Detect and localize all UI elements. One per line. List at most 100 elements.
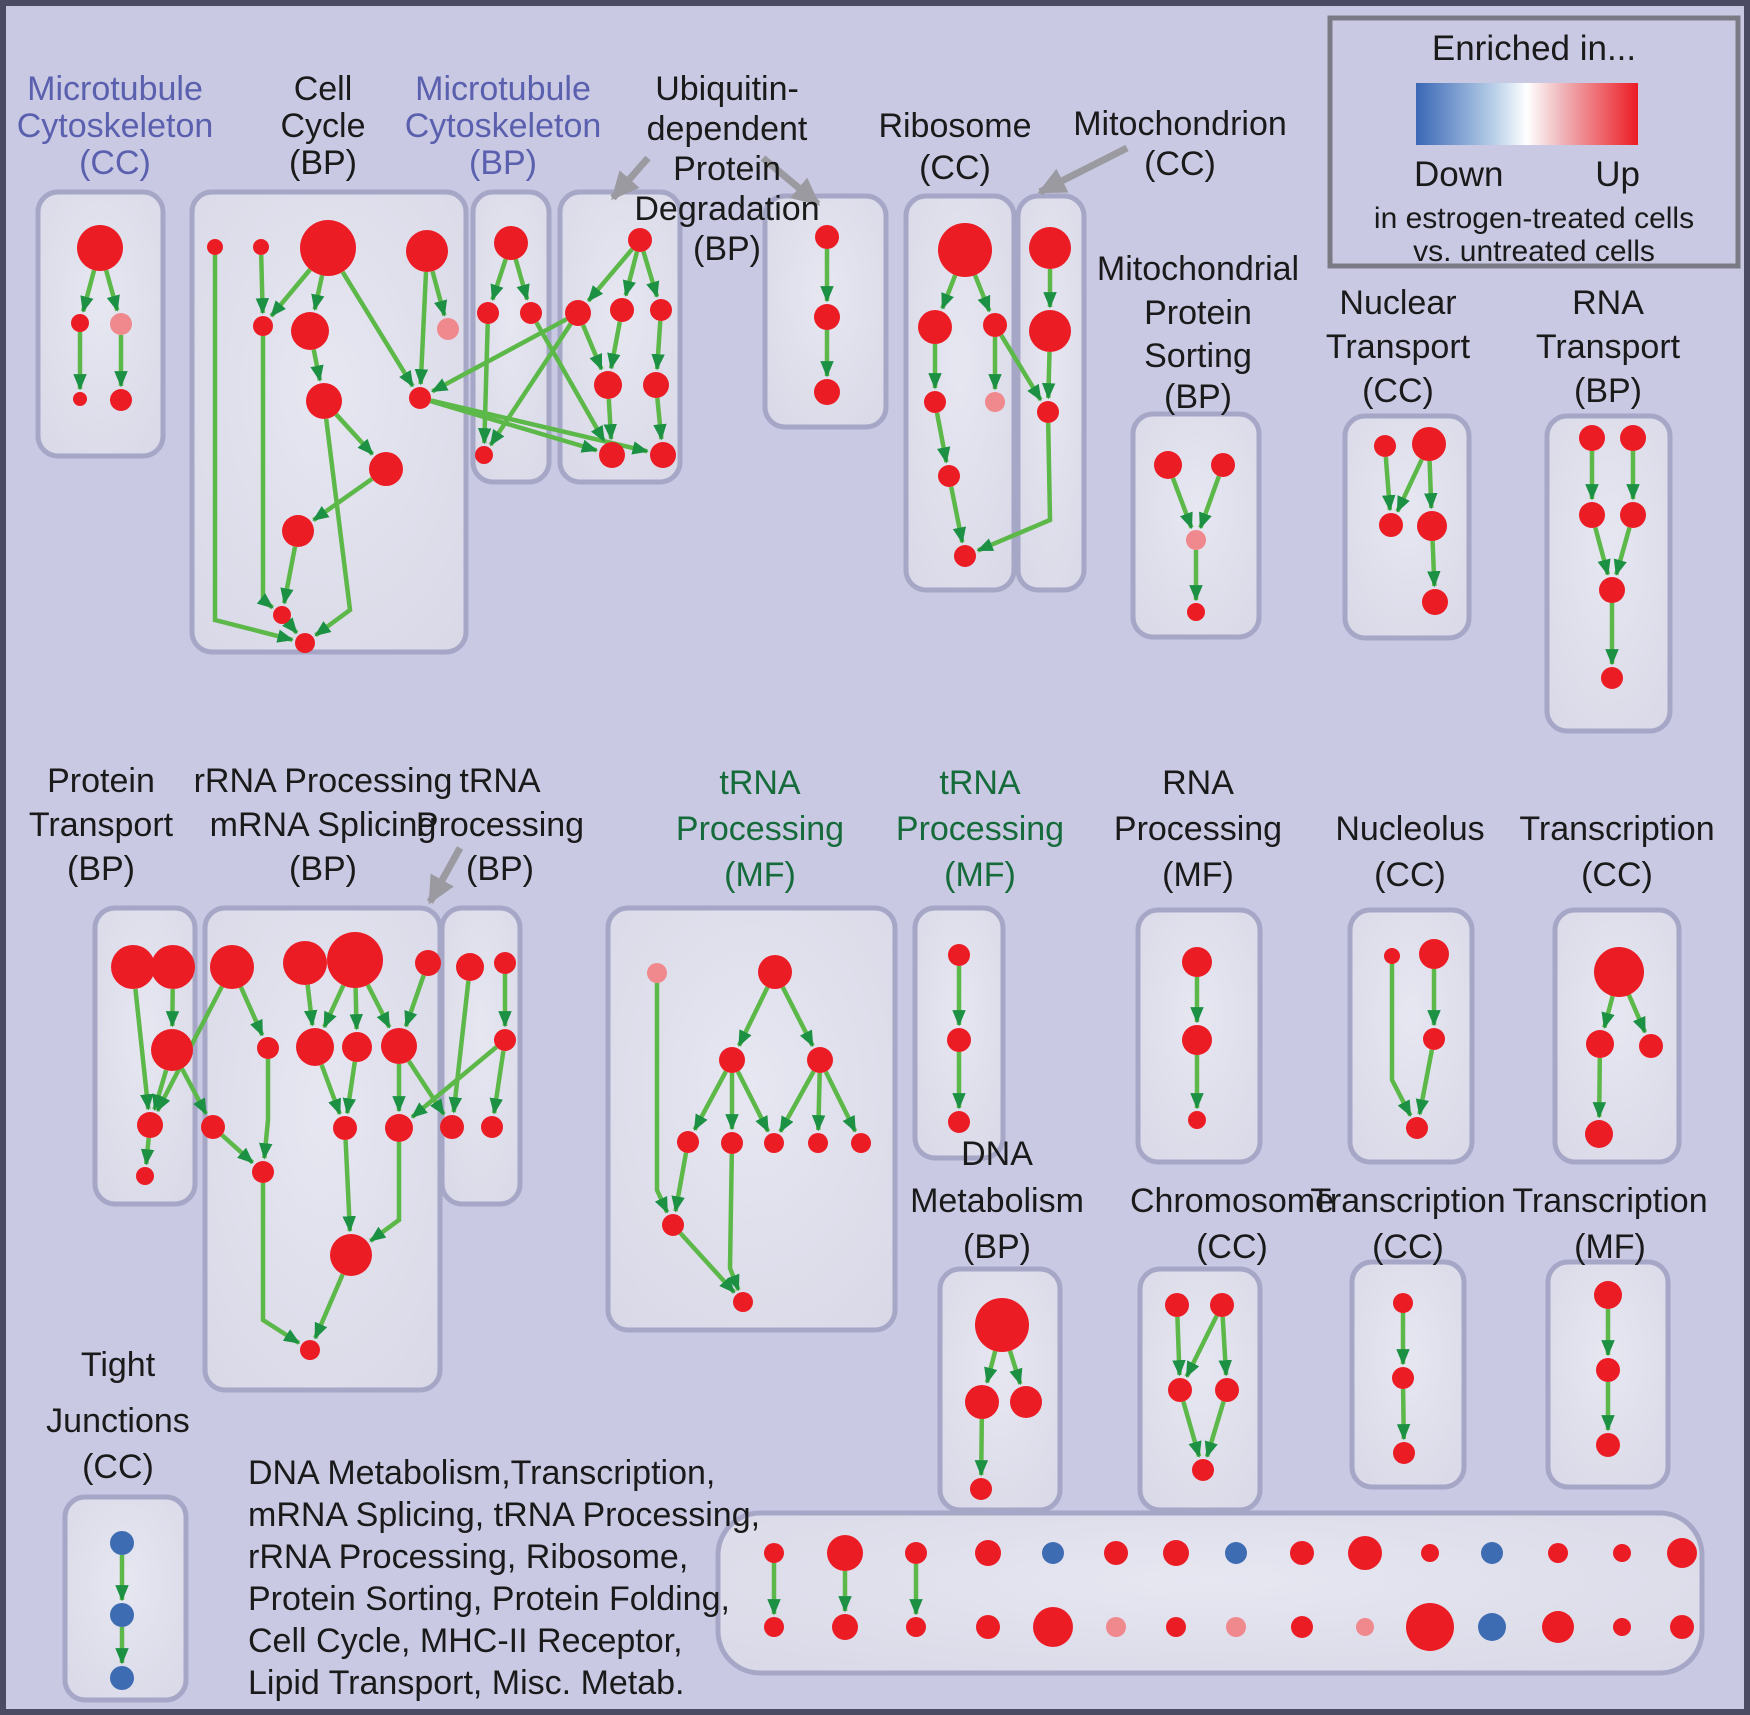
cluster-label-rna-transport-bp-line-2: (BP) xyxy=(1574,372,1642,410)
edge-cell-cycle-bp-n3-n6 xyxy=(311,274,325,311)
cluster-box-nucleolus-cc xyxy=(1347,907,1475,1165)
edge-microtubule-cytoskeleton-cc-a1-a3 xyxy=(103,269,120,312)
go-term-node-cell-cycle-bp-n5 xyxy=(253,316,273,336)
cluster-label-protein-transport-bp-line-2: (BP) xyxy=(67,850,135,888)
go-term-node-microtubule-cytoskeleton-bp-m1 xyxy=(494,226,528,260)
go-term-node-rrna-processing-mrna-splicing-bp-q12 xyxy=(252,1161,274,1183)
go-term-node-ubiquitin-degradation-bp-left-u2 xyxy=(610,298,634,322)
cluster-box-transcription-cc-mid xyxy=(1552,907,1682,1165)
go-term-node-nucleolus-cc-h4 xyxy=(1406,1117,1428,1139)
go-term-node-microtubule-cytoskeleton-cc-a3 xyxy=(110,313,132,335)
go-term-node-mitochondrial-protein-sorting-bp-s4 xyxy=(1187,603,1205,621)
go-term-node-misc-bottom-13 xyxy=(1613,1618,1631,1636)
edge-cell-cycle-bp-n8-n10 xyxy=(334,412,375,456)
edge-ribosome-cc-r1-r2 xyxy=(940,274,958,310)
go-term-node-misc-bottom-11 xyxy=(1478,1613,1506,1641)
go-term-node-transcription-cc-mid-j3 xyxy=(1639,1034,1663,1058)
legend-gradient-bar xyxy=(1416,83,1638,145)
edge-mitochondrion-cc-mt2-mt3 xyxy=(1041,351,1056,400)
cluster-label-rna-processing-mf-line-0: RNA xyxy=(1162,764,1234,802)
go-term-node-ribosome-cc-r3 xyxy=(983,313,1007,337)
misc-terms-text-line-4: Cell Cycle, MHC-II Receptor, xyxy=(248,1622,683,1660)
go-term-node-rna-transport-bp-v1 xyxy=(1579,425,1605,451)
edge-rrna-processing-mrna-splicing-bp-q3-q6 xyxy=(322,984,346,1029)
cluster-label-protein-transport-bp-line-1: Transport xyxy=(29,806,174,844)
cross-edge-7 xyxy=(407,1059,446,1116)
go-term-node-protein-transport-bp-p1 xyxy=(111,945,155,989)
edge-cell-cycle-bp-n6-n8 xyxy=(310,349,324,382)
edge-nucleolus-cc-h3-h4 xyxy=(1415,1049,1435,1116)
go-term-node-ribosome-cc-r5 xyxy=(985,392,1005,412)
label-pointer-arrow-0 xyxy=(610,155,651,201)
cluster-label-chromosome-cc-line-0: Chromosome xyxy=(1130,1182,1334,1220)
edge-dna-metabolism-bp-d1-d3 xyxy=(1007,1350,1023,1386)
label-pointer-arrow-1 xyxy=(760,155,821,207)
edge-microtubule-cytoskeleton-cc-a1-a2 xyxy=(80,269,97,313)
go-term-node-cell-cycle-bp-n12 xyxy=(273,606,291,624)
cross-edge-0 xyxy=(431,317,568,394)
go-term-node-trna-processing-mf-large-g4 xyxy=(807,1047,833,1073)
go-term-node-cell-cycle-bp-n1 xyxy=(207,239,223,255)
go-term-node-protein-transport-bp-p2 xyxy=(151,945,195,989)
go-term-node-trna-processing-mf-large-g8 xyxy=(808,1133,828,1153)
go-term-node-trna-processing-mf-large-g9 xyxy=(851,1133,871,1153)
cluster-label-cell-cycle-bp-line-1: Cycle xyxy=(280,107,365,145)
go-term-node-protein-transport-bp-p5 xyxy=(136,1167,154,1185)
go-term-node-trna-processing-mf-small-x1 xyxy=(948,944,970,966)
edge-ubiquitin-degradation-bp-left-u3-u5 xyxy=(651,320,665,371)
label-pointer-arrow-3 xyxy=(1037,144,1129,196)
go-term-node-transcription-cc-bottom-z1 xyxy=(1393,1293,1413,1313)
cluster-label-transcription-cc-mid-line-0: Transcription xyxy=(1519,810,1714,848)
go-term-node-ubiquitin-degradation-bp-right-b2 xyxy=(814,304,840,330)
edge-protein-transport-bp-p1-p4 xyxy=(133,988,154,1111)
cluster-label-microtubule-cytoskeleton-bp-line-0: Microtubule xyxy=(415,70,591,108)
cross-edge-4 xyxy=(488,322,573,447)
edge-cell-cycle-bp-n4-n7 xyxy=(430,270,448,317)
edge-nuclear-transport-cc-t4-t5 xyxy=(1427,540,1441,588)
cluster-label-trna-processing-mf-small-line-1: Processing xyxy=(896,810,1064,848)
go-term-node-ribosome-cc-r1 xyxy=(938,223,992,277)
cross-edge-8 xyxy=(410,1045,498,1119)
go-term-node-rna-transport-bp-v2 xyxy=(1620,425,1646,451)
edge-cell-cycle-bp-n2-n5 xyxy=(255,254,270,315)
go-term-node-transcription-cc-bottom-z2 xyxy=(1392,1367,1414,1389)
go-term-node-ubiquitin-degradation-bp-left-u1 xyxy=(565,300,591,326)
edge-rrna-processing-mrna-splicing-bp-q5-q12 xyxy=(259,1059,273,1160)
edge-cell-cycle-bp-n10-n11 xyxy=(312,476,374,522)
go-term-node-trna-processing-mf-large-g3 xyxy=(719,1047,745,1073)
go-term-node-rrna-processing-mrna-splicing-bp-q15 xyxy=(201,1115,225,1139)
cluster-label-cell-cycle-bp-line-0: Cell xyxy=(294,70,353,108)
edge-dna-metabolism-bp-d2-d4 xyxy=(974,1418,989,1477)
edge-cell-cycle-bp-n3-n9 xyxy=(340,270,415,388)
cluster-label-microtubule-cytoskeleton-cc-line-2: (CC) xyxy=(79,144,151,182)
edge-ubiquitin-degradation-bp-left-u0-u1 xyxy=(586,247,634,303)
cluster-label-nuclear-transport-cc-line-1: Transport xyxy=(1326,328,1471,366)
go-term-node-chromosome-cc-k4 xyxy=(1215,1378,1239,1402)
cluster-box-chromosome-cc xyxy=(1137,1266,1263,1513)
edge-chromosome-cc-k2-k3 xyxy=(1184,1314,1219,1378)
cluster-label-microtubule-cytoskeleton-cc-line-0: Microtubule xyxy=(27,70,203,108)
edge-protein-transport-bp-p4-p5 xyxy=(140,1137,155,1166)
cluster-label-trna-processing-mf-large-line-2: (MF) xyxy=(724,856,796,894)
legend-subtitle-line-1: in estrogen-treated cells xyxy=(1374,202,1694,235)
edge-ubiquitin-degradation-bp-left-u2-u4 xyxy=(607,321,623,370)
cluster-label-nuclear-transport-cc-line-2: (CC) xyxy=(1362,372,1434,410)
go-term-node-trna-processing-mf-small-x2 xyxy=(947,1028,971,1052)
go-term-node-misc-bottom-6 xyxy=(1166,1617,1186,1637)
go-term-node-misc-top-1 xyxy=(827,1535,863,1571)
edge-microtubule-cytoskeleton-bp-m1-m3 xyxy=(513,258,530,301)
cluster-label-trna-processing-mf-small-line-2: (MF) xyxy=(944,856,1016,894)
edge-trna-processing-mf-large-g2-g4 xyxy=(780,986,815,1048)
misc-terms-text-line-1: mRNA Splicing, tRNA Processing, xyxy=(248,1496,760,1534)
go-term-node-cell-cycle-bp-n3 xyxy=(300,220,356,276)
cluster-label-trna-processing-mf-large-line-1: Processing xyxy=(676,810,844,848)
go-term-node-cell-cycle-bp-n6 xyxy=(291,312,329,350)
go-term-node-trna-processing-mf-large-g10 xyxy=(662,1214,684,1236)
go-term-node-transcription-mf-f2 xyxy=(1596,1358,1620,1382)
cluster-label-trna-processing-mf-large-line-0: tRNA xyxy=(719,764,801,802)
edge-cell-cycle-bp-n11-n12 xyxy=(280,546,298,605)
go-term-node-protein-transport-bp-p3 xyxy=(151,1029,193,1071)
go-term-node-cell-cycle-bp-n7 xyxy=(437,318,459,340)
edge-trna-processing-mf-large-g4-g8 xyxy=(811,1072,826,1132)
go-term-node-nuclear-transport-cc-t5 xyxy=(1422,589,1448,615)
